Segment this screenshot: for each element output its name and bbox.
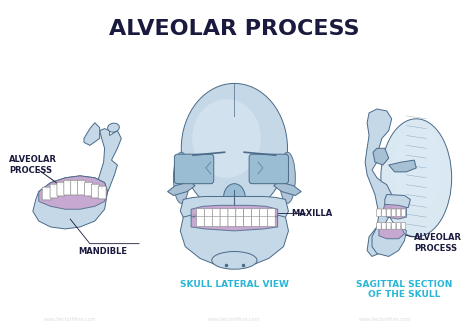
- Ellipse shape: [212, 252, 257, 269]
- FancyBboxPatch shape: [197, 209, 204, 219]
- Text: MANDIBLE: MANDIBLE: [78, 247, 127, 256]
- FancyBboxPatch shape: [377, 209, 381, 216]
- FancyBboxPatch shape: [259, 209, 267, 219]
- Text: www.VectorMine.com: www.VectorMine.com: [358, 317, 411, 322]
- FancyBboxPatch shape: [197, 216, 204, 226]
- FancyBboxPatch shape: [236, 209, 244, 219]
- FancyBboxPatch shape: [204, 216, 212, 226]
- FancyBboxPatch shape: [50, 184, 58, 198]
- FancyBboxPatch shape: [220, 216, 228, 226]
- FancyBboxPatch shape: [401, 223, 406, 229]
- Polygon shape: [273, 182, 301, 196]
- FancyBboxPatch shape: [244, 209, 252, 219]
- Polygon shape: [84, 123, 100, 145]
- FancyBboxPatch shape: [91, 184, 99, 198]
- FancyBboxPatch shape: [174, 154, 214, 184]
- Polygon shape: [365, 109, 392, 257]
- FancyBboxPatch shape: [228, 209, 236, 219]
- Polygon shape: [33, 176, 108, 229]
- Ellipse shape: [280, 152, 295, 203]
- FancyBboxPatch shape: [71, 180, 79, 195]
- FancyBboxPatch shape: [377, 223, 381, 229]
- FancyBboxPatch shape: [228, 216, 236, 226]
- Text: ALVEOLAR PROCESS: ALVEOLAR PROCESS: [109, 19, 360, 38]
- FancyBboxPatch shape: [78, 180, 85, 195]
- Polygon shape: [372, 227, 406, 257]
- FancyBboxPatch shape: [392, 209, 396, 216]
- Text: ALVEOLAR
PROCESS: ALVEOLAR PROCESS: [414, 233, 462, 253]
- Polygon shape: [180, 197, 289, 229]
- FancyBboxPatch shape: [386, 209, 391, 216]
- Ellipse shape: [181, 83, 287, 213]
- Text: SAGITTAL SECTION
OF THE SKULL: SAGITTAL SECTION OF THE SKULL: [356, 280, 453, 300]
- Ellipse shape: [108, 123, 119, 132]
- FancyBboxPatch shape: [57, 182, 65, 196]
- FancyBboxPatch shape: [382, 209, 386, 216]
- FancyBboxPatch shape: [252, 216, 259, 226]
- Polygon shape: [80, 129, 121, 209]
- Polygon shape: [373, 148, 389, 165]
- Ellipse shape: [393, 126, 443, 210]
- Polygon shape: [379, 227, 404, 239]
- FancyBboxPatch shape: [212, 216, 220, 226]
- FancyBboxPatch shape: [396, 209, 401, 216]
- Text: SKULL LATERAL VIEW: SKULL LATERAL VIEW: [180, 280, 289, 289]
- FancyBboxPatch shape: [204, 209, 212, 219]
- Ellipse shape: [224, 184, 245, 211]
- FancyBboxPatch shape: [382, 223, 386, 229]
- FancyBboxPatch shape: [42, 187, 51, 200]
- FancyBboxPatch shape: [252, 209, 259, 219]
- Text: www.VectorMine.com: www.VectorMine.com: [44, 317, 96, 322]
- FancyBboxPatch shape: [392, 223, 396, 229]
- FancyBboxPatch shape: [236, 216, 244, 226]
- FancyBboxPatch shape: [396, 223, 401, 229]
- FancyBboxPatch shape: [212, 209, 220, 219]
- FancyBboxPatch shape: [249, 154, 289, 184]
- Polygon shape: [167, 182, 195, 196]
- Text: ALVEOLAR
PROCESS: ALVEOLAR PROCESS: [9, 155, 57, 175]
- Text: MAXILLA: MAXILLA: [292, 209, 333, 218]
- Polygon shape: [39, 176, 108, 209]
- FancyBboxPatch shape: [386, 223, 391, 229]
- FancyBboxPatch shape: [64, 180, 72, 195]
- Ellipse shape: [173, 152, 189, 203]
- Polygon shape: [389, 160, 416, 172]
- Ellipse shape: [381, 119, 452, 237]
- Polygon shape: [191, 205, 278, 220]
- Polygon shape: [383, 204, 406, 219]
- Polygon shape: [385, 195, 410, 209]
- Ellipse shape: [192, 99, 261, 178]
- FancyBboxPatch shape: [267, 216, 275, 226]
- FancyBboxPatch shape: [401, 209, 406, 216]
- FancyBboxPatch shape: [244, 216, 252, 226]
- Polygon shape: [180, 214, 289, 268]
- Polygon shape: [191, 214, 278, 231]
- FancyBboxPatch shape: [259, 216, 267, 226]
- FancyBboxPatch shape: [267, 209, 275, 219]
- FancyBboxPatch shape: [84, 182, 92, 196]
- FancyBboxPatch shape: [98, 186, 106, 199]
- Text: www.VectorMine.com: www.VectorMine.com: [208, 317, 261, 322]
- FancyBboxPatch shape: [220, 209, 228, 219]
